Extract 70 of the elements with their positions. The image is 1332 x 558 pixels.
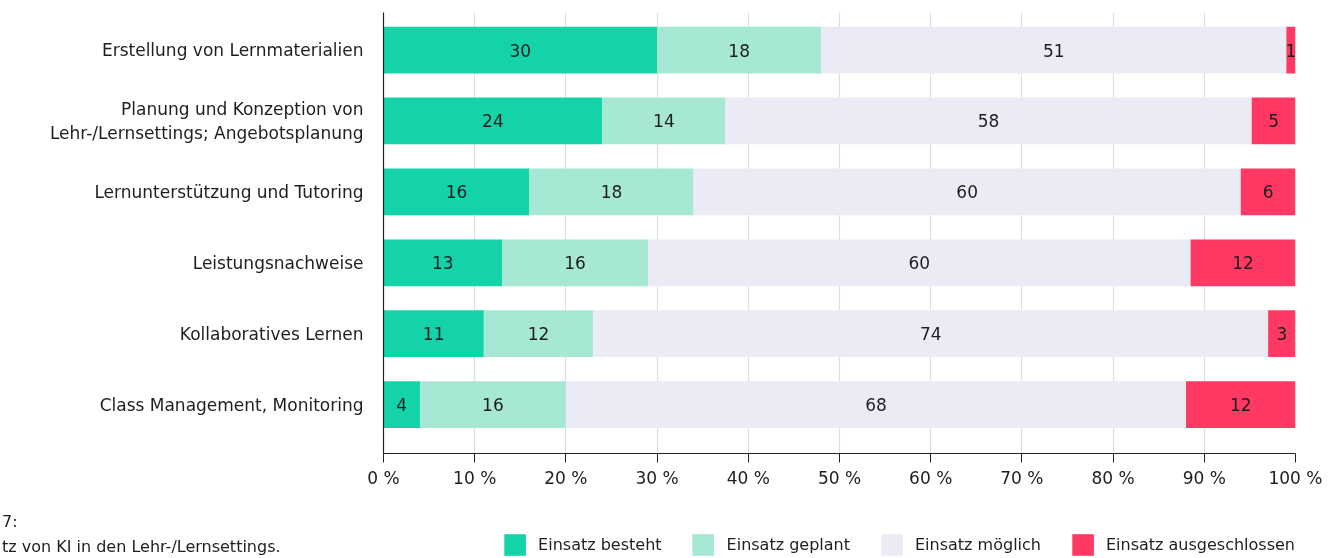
- legend-label: Einsatz möglich: [915, 535, 1041, 554]
- data-label: 68: [865, 395, 887, 416]
- data-label: 60: [908, 253, 931, 274]
- data-label: 13: [431, 253, 454, 274]
- bar: [565, 381, 1187, 428]
- data-label: 60: [956, 182, 978, 203]
- data-label: 12: [1229, 395, 1252, 416]
- text: tz von KI in den Lehr-/Lernsettings.: [2, 536, 281, 558]
- data-label: 74: [919, 324, 942, 345]
- data-label: 18: [600, 182, 623, 203]
- bar: [593, 310, 1269, 358]
- data-label: 12: [527, 324, 550, 345]
- y-tick-label: Kollaboratives Lernen: [179, 323, 364, 344]
- x-tick-label: 70 %: [1000, 467, 1044, 488]
- data-label: 11: [422, 324, 445, 345]
- bar: [1240, 168, 1296, 216]
- data-label: 5: [1268, 111, 1280, 132]
- data-label: 51: [1043, 40, 1065, 61]
- data-label: 58: [977, 111, 1000, 132]
- legend-label: Einsatz ausgeschlossen: [1105, 535, 1295, 554]
- x-tick-label: 30 %: [635, 467, 679, 488]
- text: 7:: [2, 511, 19, 533]
- x-tick-label: 0 %: [367, 467, 400, 488]
- bar: [1190, 239, 1296, 287]
- data-label: 30: [509, 40, 532, 61]
- bar: [529, 168, 694, 216]
- data-label: 12: [1232, 253, 1254, 274]
- data-label: 1: [1285, 40, 1297, 61]
- x-tick-label: 20 %: [544, 467, 588, 488]
- legend-label: Einsatz geplant: [726, 535, 850, 554]
- data-label: 6: [1262, 182, 1274, 203]
- x-tick-label: 60 %: [909, 467, 953, 488]
- x-tick-label: 50 %: [817, 467, 862, 488]
- data-label: 16: [564, 253, 586, 274]
- bar: [383, 97, 603, 145]
- bar: [483, 310, 594, 358]
- bar: [1251, 97, 1296, 145]
- bar: [647, 239, 1191, 287]
- bar: [383, 239, 503, 287]
- data-label: 24: [482, 111, 504, 132]
- data-label: 16: [482, 395, 504, 416]
- x-tick-label: 10 %: [453, 467, 497, 488]
- bar: [1186, 381, 1296, 428]
- bar: [383, 26, 658, 74]
- data-label: 4: [396, 395, 408, 416]
- bar: [419, 381, 566, 428]
- data-label: 18: [728, 40, 750, 61]
- y-tick-label: Lernunterstützung und Tutoring: [94, 181, 364, 202]
- x-tick-label: 40 %: [726, 467, 770, 488]
- bar: [383, 310, 484, 358]
- bar: [383, 168, 530, 216]
- x-tick-label: 90 %: [1182, 467, 1226, 488]
- bar: [383, 381, 420, 428]
- data-label: 14: [653, 111, 675, 132]
- bar: [602, 97, 726, 145]
- data-label: 16: [445, 182, 468, 203]
- x-tick-label: 100 %: [1268, 467, 1323, 488]
- bar: [657, 26, 822, 74]
- y-tick-label: Planung und Konzeption von Lehr-/Lernsettings; Angebotsplanung: [49, 98, 364, 143]
- y-tick-label: Leistungsnachweise: [192, 252, 364, 273]
- bar: [502, 239, 648, 287]
- x-tick-label: 80 %: [1091, 467, 1135, 488]
- bar: [693, 168, 1241, 216]
- data-label: 3: [1276, 324, 1288, 345]
- legend-label: Einsatz besteht: [538, 535, 662, 554]
- bar: [725, 97, 1252, 145]
- bar: [821, 26, 1287, 74]
- y-tick-label: Class Management, Monitoring: [99, 394, 364, 415]
- bar: [1268, 310, 1296, 358]
- y-tick-label: Erstellung von Lernmaterialien: [101, 40, 364, 61]
